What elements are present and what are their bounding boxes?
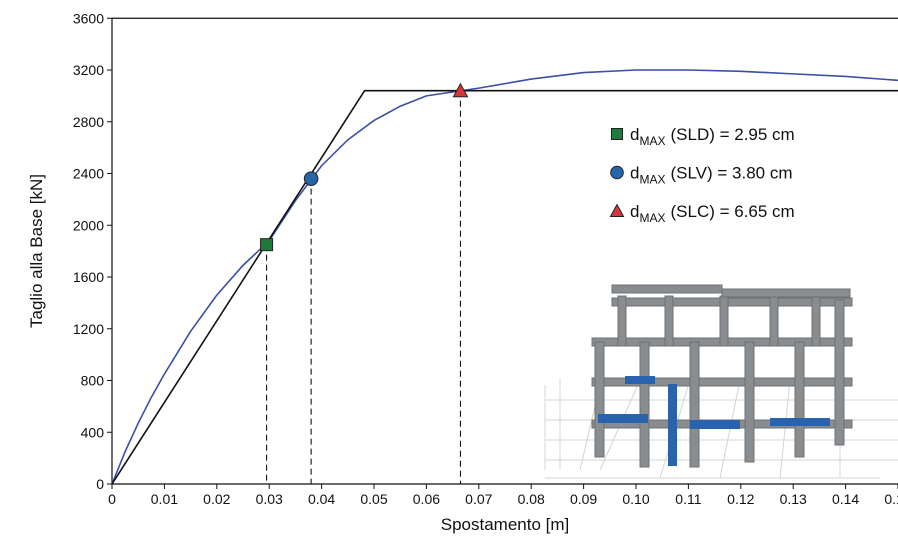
y-tick-label: 0 bbox=[96, 476, 104, 492]
x-tick-label: 0.06 bbox=[413, 491, 440, 507]
x-tick-label: 0.13 bbox=[780, 491, 807, 507]
legend-symbol-text: d bbox=[630, 164, 639, 183]
x-tick-label: 0.15 bbox=[884, 491, 898, 507]
legend-symbol bbox=[611, 166, 624, 179]
legend-label: dMAX (SLC) = 6.65 cm bbox=[630, 202, 795, 225]
y-tick-label: 3200 bbox=[73, 62, 104, 78]
y-tick-label: 1600 bbox=[73, 269, 104, 285]
legend-subscript: MAX bbox=[639, 173, 665, 187]
chart: Spostamento [m] Taglio alla Base [kN] 00… bbox=[0, 0, 898, 542]
y-tick-label: 2800 bbox=[73, 114, 104, 130]
legend-text: (SLC) = 6.65 cm bbox=[670, 202, 794, 221]
x-tick-label: 0.08 bbox=[518, 491, 545, 507]
x-tick-label: 0.09 bbox=[570, 491, 597, 507]
legend-label: dMAX (SLD) = 2.95 cm bbox=[630, 125, 795, 148]
y-axis-title: Taglio alla Base [kN] bbox=[27, 174, 46, 328]
x-tick-label: 0.01 bbox=[151, 491, 178, 507]
x-tick-label: 0.11 bbox=[675, 491, 701, 507]
legend-symbol bbox=[612, 129, 623, 140]
y-tick-label: 400 bbox=[81, 424, 105, 440]
x-tick-label: 0.14 bbox=[832, 491, 859, 507]
y-tick-label: 2000 bbox=[73, 217, 104, 233]
x-tick-label: 0.07 bbox=[465, 491, 492, 507]
legend-subscript: MAX bbox=[639, 134, 665, 148]
y-tick-label: 1200 bbox=[73, 321, 104, 337]
x-axis-title: Spostamento [m] bbox=[441, 515, 570, 534]
building-illustration bbox=[545, 285, 898, 478]
y-tick-label: 2400 bbox=[73, 166, 104, 182]
marker bbox=[304, 172, 318, 186]
x-tick-label: 0.10 bbox=[622, 491, 649, 507]
legend-text: (SLD) = 2.95 cm bbox=[670, 125, 794, 144]
marker bbox=[261, 239, 273, 251]
x-tick-label: 0 bbox=[108, 491, 116, 507]
legend-symbol-text: d bbox=[630, 202, 639, 221]
legend-symbol-text: d bbox=[630, 125, 639, 144]
legend-text: (SLV) = 3.80 cm bbox=[670, 164, 792, 183]
y-tick-label: 3600 bbox=[73, 10, 104, 26]
y-tick-label: 800 bbox=[81, 373, 105, 389]
legend-symbol bbox=[611, 205, 624, 217]
x-tick-label: 0.04 bbox=[308, 491, 335, 507]
x-tick-label: 0.05 bbox=[360, 491, 387, 507]
x-tick-label: 0.03 bbox=[256, 491, 283, 507]
legend-label: dMAX (SLV) = 3.80 cm bbox=[630, 164, 793, 187]
x-tick-label: 0.12 bbox=[727, 491, 754, 507]
x-tick-label: 0.02 bbox=[203, 491, 230, 507]
legend-subscript: MAX bbox=[639, 211, 665, 225]
